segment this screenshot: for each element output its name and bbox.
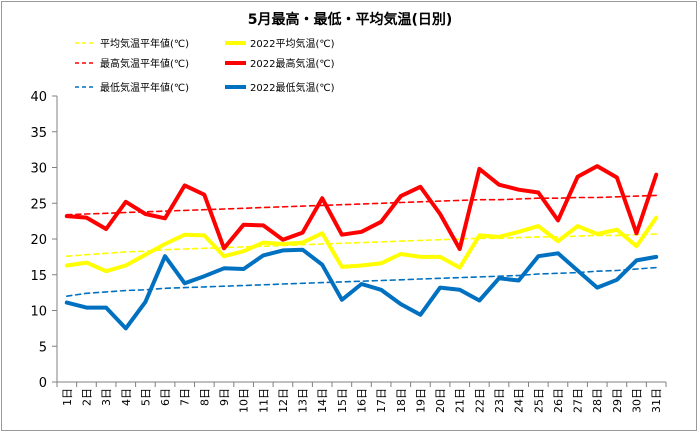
x-tick-label: 28日 — [591, 388, 604, 413]
y-axis: 0 5 10 15 20 25 30 35 40 — [30, 90, 58, 391]
legend: 平均気温平年値(℃) 2022平均気温(℃) 最高気温平年値(℃) 2022最高気温(… — [75, 37, 335, 94]
x-tick-label: 14日 — [316, 388, 329, 413]
x-tick-label: 24日 — [513, 388, 526, 413]
legend-label: 2022最低気温(℃) — [250, 81, 335, 94]
x-tick-label: 12日 — [277, 388, 290, 413]
y-tick-label: 20 — [30, 233, 47, 248]
x-tick-label: 23日 — [493, 388, 506, 413]
x-tick-label: 7日 — [179, 388, 192, 406]
x-tick-label: 30日 — [631, 388, 644, 413]
series-line — [64, 247, 659, 331]
x-tick-label: 15日 — [336, 388, 349, 413]
x-tick-label: 6日 — [159, 388, 172, 406]
x-tick-label: 18日 — [395, 388, 408, 413]
legend-label: 2022平均気温(℃) — [250, 37, 335, 50]
x-tick-label: 16日 — [356, 388, 369, 413]
series-line — [66, 233, 658, 258]
y-tick-label: 5 — [39, 340, 47, 355]
x-tick-label: 22日 — [473, 388, 486, 413]
x-tick-label: 10日 — [238, 388, 251, 413]
x-tick-label: 25日 — [532, 388, 545, 413]
x-tick-label: 31日 — [650, 388, 663, 413]
x-tick-label: 4日 — [120, 388, 133, 406]
series-line — [64, 164, 659, 251]
x-tick-label: 5日 — [139, 388, 152, 406]
plot-lines — [64, 164, 659, 331]
chart-title: 5月最高・最低・平均気温(日別) — [248, 11, 453, 28]
x-tick-label: 20日 — [434, 388, 447, 413]
y-tick-label: 25 — [30, 197, 47, 212]
y-tick-label: 30 — [30, 162, 47, 177]
y-tick-label: 15 — [30, 269, 47, 284]
x-tick-label: 13日 — [297, 388, 310, 413]
x-tick-label: 27日 — [572, 388, 585, 413]
y-tick-label: 40 — [30, 90, 47, 105]
y-tick-label: 10 — [30, 305, 47, 320]
legend-label: 2022最高気温(℃) — [250, 57, 335, 70]
legend-label: 最低気温平年値(℃) — [100, 81, 189, 94]
x-tick-label: 11日 — [257, 388, 270, 413]
y-tick-label: 0 — [39, 376, 47, 391]
x-tick-label: 2日 — [80, 388, 93, 406]
x-tick-label: 3日 — [100, 388, 113, 406]
x-tick-label: 17日 — [375, 388, 388, 413]
x-tick-label: 19日 — [414, 388, 427, 413]
series-line — [64, 215, 659, 274]
x-tick-label: 26日 — [552, 388, 565, 413]
x-tick-label: 8日 — [198, 388, 211, 406]
legend-label: 最高気温平年値(℃) — [100, 57, 189, 70]
x-tick-label: 9日 — [218, 388, 231, 406]
x-tick-label: 1日 — [61, 388, 74, 406]
y-tick-label: 35 — [30, 126, 47, 141]
series-line — [66, 194, 658, 216]
x-tick-label: 21日 — [454, 388, 467, 413]
x-axis: 1日 2日 3日 4日 5日 6日 7日 8日 9日 10日 11日 12日 13日 14日 15日 16日 1… — [56, 381, 667, 413]
legend-label: 平均気温平年値(℃) — [100, 37, 189, 50]
series-line — [66, 266, 658, 298]
x-tick-label: 29日 — [611, 388, 624, 413]
